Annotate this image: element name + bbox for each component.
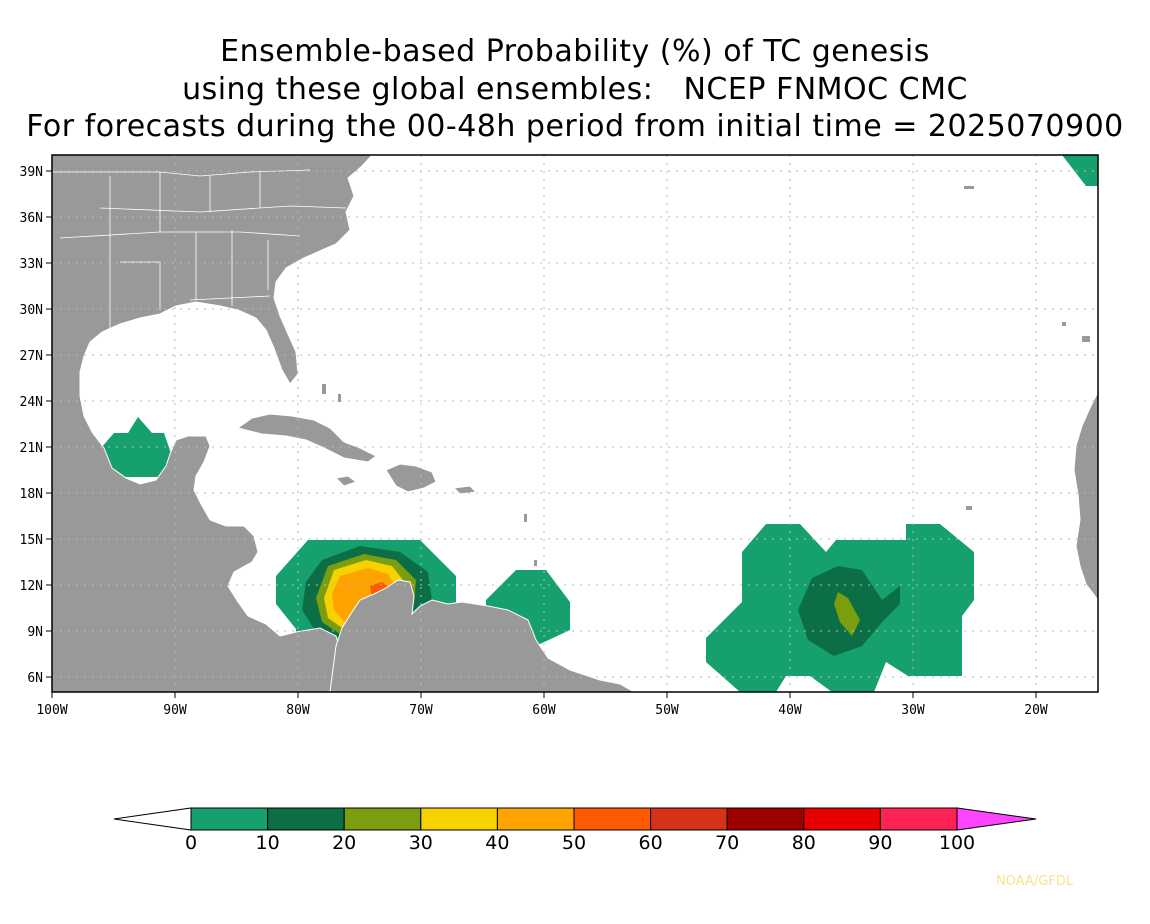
lat-label: 36N xyxy=(20,211,43,226)
colorbar-label: 70 xyxy=(715,832,739,854)
lat-label: 6N xyxy=(27,671,43,686)
lat-label: 18N xyxy=(20,487,43,502)
lat-label: 15N xyxy=(20,533,43,548)
lon-label: 60W xyxy=(532,703,556,718)
prob-area-caribbean-40 xyxy=(332,568,398,624)
lon-label: 80W xyxy=(286,703,310,718)
colorbar-label: 50 xyxy=(562,832,586,854)
lat-label: 27N xyxy=(20,349,43,364)
lon-label: 50W xyxy=(655,703,679,718)
landmass-puerto-rico xyxy=(452,485,478,495)
lat-label: 33N xyxy=(20,257,43,272)
colorbar-segment xyxy=(726,807,805,831)
colorbar-segment xyxy=(190,807,269,831)
colorbar-segment xyxy=(343,807,422,831)
colorbar-label: 40 xyxy=(485,832,509,854)
lat-label: 39N xyxy=(20,165,43,180)
lat-label: 21N xyxy=(20,441,43,456)
colorbar: 0 10 20 30 40 50 60 70 80 90 100 xyxy=(113,807,1037,854)
title-line-2: using these global ensembles: NCEP FNMOC… xyxy=(182,72,968,107)
colorbar-label: 100 xyxy=(939,832,975,854)
colorbar-label: 10 xyxy=(256,832,280,854)
title-line-1: Ensemble-based Probability (%) of TC gen… xyxy=(220,34,930,69)
lon-label: 40W xyxy=(778,703,802,718)
landmass-africa xyxy=(1073,391,1098,601)
lon-label: 30W xyxy=(901,703,925,718)
lat-label: 9N xyxy=(27,625,43,640)
colorbar-label: 30 xyxy=(409,832,433,854)
prob-area-north-atlantic xyxy=(1062,155,1098,186)
lat-axis xyxy=(46,170,52,678)
title-line-3: For forecasts during the 00-48h period f… xyxy=(26,109,1124,144)
lon-label: 90W xyxy=(163,703,187,718)
map-frame xyxy=(51,154,1099,693)
lon-label: 20W xyxy=(1024,703,1048,718)
lon-tick-labels: 100W 90W 80W 70W 60W 50W 40W 30W 20W xyxy=(36,703,1048,718)
landmass-hispaniola xyxy=(385,463,437,493)
map-plot-area xyxy=(52,155,1098,692)
prob-area-central-atlantic-20 xyxy=(834,592,860,636)
landmass-north-america xyxy=(52,155,373,692)
land xyxy=(52,155,1098,692)
lat-label: 30N xyxy=(20,303,43,318)
colorbar-label: 0 xyxy=(185,832,197,854)
colorbar-label: 60 xyxy=(639,832,663,854)
lat-label: 24N xyxy=(20,395,43,410)
colorbar-segment xyxy=(420,807,498,831)
colorbar-label: 80 xyxy=(792,832,816,854)
small-islands xyxy=(322,186,1090,566)
colorbar-segment xyxy=(573,807,652,831)
credit-label: NOAA/GFDL xyxy=(996,874,1074,889)
gridlines xyxy=(52,155,1098,692)
colorbar-over-arrow xyxy=(956,807,1037,831)
lon-label: 100W xyxy=(36,703,67,718)
landmass-cuba xyxy=(236,413,377,463)
colorbar-label: 20 xyxy=(332,832,356,854)
colorbar-label: 90 xyxy=(868,832,892,854)
lon-label: 70W xyxy=(409,703,433,718)
lon-axis xyxy=(51,692,1037,698)
colorbar-segment xyxy=(650,807,728,831)
colorbar-segment xyxy=(267,807,345,831)
colorbar-segment xyxy=(879,807,958,831)
lat-label: 12N xyxy=(20,579,43,594)
colorbar-segment xyxy=(803,807,881,831)
landmass-south-america xyxy=(329,579,636,692)
colorbar-under-arrow xyxy=(113,807,192,831)
colorbar-segment xyxy=(496,807,575,831)
landmass-jamaica xyxy=(334,475,358,487)
lat-tick-labels: 39N 36N 33N 30N 27N 24N 21N 18N 15N 12N … xyxy=(20,165,43,686)
